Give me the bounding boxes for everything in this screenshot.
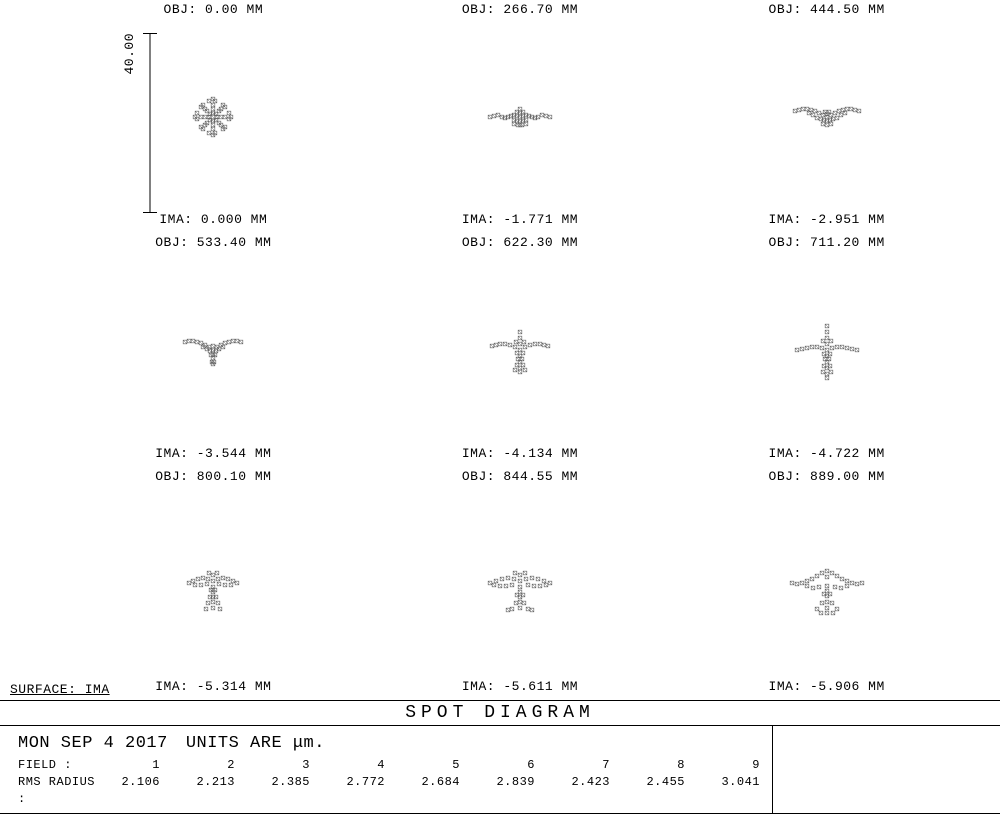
- ima-label: IMA: -5.314 MM: [155, 679, 271, 694]
- obj-label: OBJ: 0.00 MM: [164, 2, 264, 17]
- spot-pattern: [450, 295, 590, 405]
- footer-date: MON SEP 4 2017: [18, 734, 168, 753]
- spot-pattern: [143, 62, 283, 172]
- rms-col: 2.106: [95, 774, 170, 791]
- obj-label: OBJ: 800.10 MM: [155, 469, 271, 484]
- field-col: 1: [95, 757, 170, 774]
- rms-col: 2.839: [470, 774, 545, 791]
- ima-label: IMA: -5.611 MM: [462, 679, 578, 694]
- ima-label: IMA: -3.544 MM: [155, 446, 271, 461]
- rms-col: 2.385: [245, 774, 320, 791]
- footer-table: FIELD : 123456789 RMS RADIUS : 2.1062.21…: [18, 757, 770, 807]
- field-col: 8: [620, 757, 695, 774]
- field-col: 2: [170, 757, 245, 774]
- rms-col: 2.684: [395, 774, 470, 791]
- spot-pattern: [143, 528, 283, 638]
- spot-cell-2: OBJ: 444.50 MM IMA: -2.951 MM: [673, 0, 980, 233]
- rms-label: RMS RADIUS :: [18, 774, 95, 808]
- field-col: 3: [245, 757, 320, 774]
- field-col: 7: [545, 757, 620, 774]
- field-col: 9: [695, 757, 770, 774]
- ima-label: IMA: -2.951 MM: [769, 212, 885, 227]
- ima-label: IMA: -5.906 MM: [769, 679, 885, 694]
- spot-cell-6: OBJ: 800.10 MM IMA: -5.314 MM: [60, 467, 367, 700]
- field-col: 4: [320, 757, 395, 774]
- rms-col: 2.772: [320, 774, 395, 791]
- ima-label: IMA: -4.722 MM: [769, 446, 885, 461]
- ima-label: IMA: -4.134 MM: [462, 446, 578, 461]
- ima-label: IMA: 0.000 MM: [159, 212, 267, 227]
- spot-cell-0: OBJ: 0.00 MM IMA: 0.000 MM: [60, 0, 367, 233]
- rms-col: 2.455: [620, 774, 695, 791]
- rms-col: 3.041: [695, 774, 770, 791]
- spot-pattern: [143, 295, 283, 405]
- field-col: 6: [470, 757, 545, 774]
- spot-pattern: [450, 528, 590, 638]
- spot-pattern: [757, 295, 897, 405]
- diagram-title: SPOT DIAGRAM: [0, 700, 1000, 726]
- footer-content: MON SEP 4 2017 UNITS ARE μm. FIELD : 123…: [18, 734, 770, 807]
- spot-cell-3: OBJ: 533.40 MM IMA: -3.544 MM: [60, 233, 367, 466]
- spot-cell-1: OBJ: 266.70 MM IMA: -1.771 MM: [367, 0, 674, 233]
- surface-label: SURFACE: IMA: [10, 682, 110, 697]
- spot-cell-5: OBJ: 711.20 MM IMA: -4.722 MM: [673, 233, 980, 466]
- spot-cell-8: OBJ: 889.00 MM IMA: -5.906 MM: [673, 467, 980, 700]
- obj-label: OBJ: 711.20 MM: [769, 235, 885, 250]
- footer-units: UNITS ARE μm.: [186, 734, 325, 753]
- spot-cell-4: OBJ: 622.30 MM IMA: -4.134 MM: [367, 233, 674, 466]
- obj-label: OBJ: 266.70 MM: [462, 2, 578, 17]
- row-field: FIELD : 123456789: [18, 757, 770, 774]
- obj-label: OBJ: 889.00 MM: [769, 469, 885, 484]
- footer-divider: [772, 726, 773, 813]
- obj-label: OBJ: 844.55 MM: [462, 469, 578, 484]
- spot-pattern: [450, 62, 590, 172]
- spot-grid: OBJ: 0.00 MM IMA: 0.000 MM OBJ: 266.70 MM I…: [60, 0, 980, 700]
- footer-panel: MON SEP 4 2017 UNITS ARE μm. FIELD : 123…: [0, 726, 1000, 814]
- row-rms: RMS RADIUS : 2.1062.2132.3852.7722.6842.…: [18, 774, 770, 808]
- spot-cell-7: OBJ: 844.55 MM IMA: -5.611 MM: [367, 467, 674, 700]
- rms-col: 2.213: [170, 774, 245, 791]
- ima-label: IMA: -1.771 MM: [462, 212, 578, 227]
- spot-pattern: [757, 528, 897, 638]
- obj-label: OBJ: 622.30 MM: [462, 235, 578, 250]
- obj-label: OBJ: 533.40 MM: [155, 235, 271, 250]
- field-col: 5: [395, 757, 470, 774]
- field-label: FIELD :: [18, 757, 95, 774]
- rms-col: 2.423: [545, 774, 620, 791]
- spot-diagram-area: 40.00 OBJ: 0.00 MMIMA: 0.000 MMOBJ: 266.…: [0, 0, 1000, 700]
- obj-label: OBJ: 444.50 MM: [769, 2, 885, 17]
- spot-pattern: [757, 62, 897, 172]
